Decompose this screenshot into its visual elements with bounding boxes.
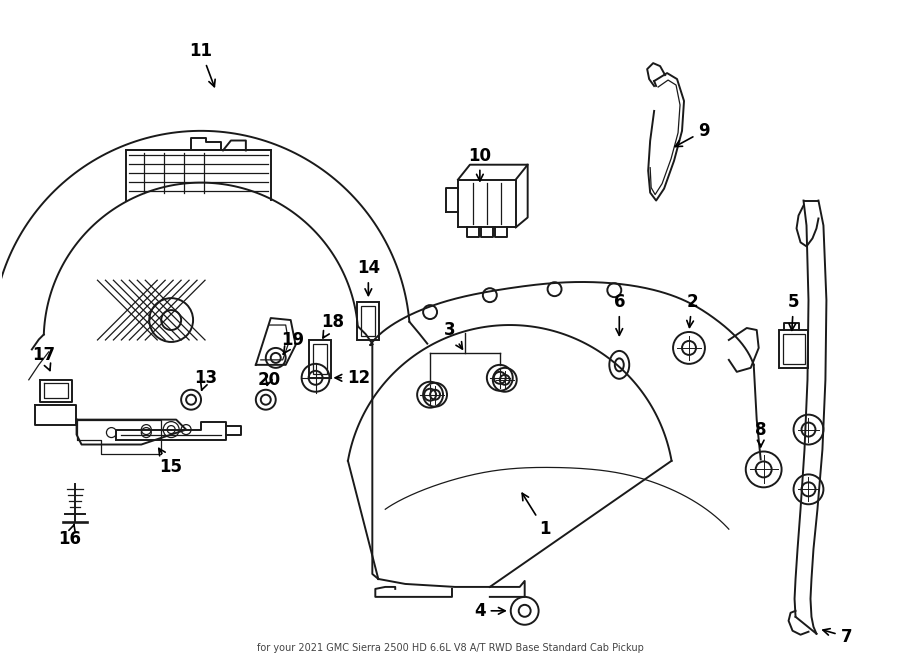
Text: 6: 6 bbox=[614, 293, 625, 336]
Text: 5: 5 bbox=[788, 293, 799, 330]
Text: 20: 20 bbox=[257, 371, 280, 389]
Text: 13: 13 bbox=[194, 369, 218, 390]
Text: 1: 1 bbox=[522, 493, 551, 538]
Text: 7: 7 bbox=[823, 628, 852, 645]
Text: 2: 2 bbox=[686, 293, 698, 328]
Text: 19: 19 bbox=[281, 331, 304, 354]
Text: 18: 18 bbox=[321, 313, 344, 338]
Text: 9: 9 bbox=[675, 122, 710, 146]
Text: 4: 4 bbox=[474, 602, 505, 620]
Text: 17: 17 bbox=[32, 346, 55, 371]
Text: for your 2021 GMC Sierra 2500 HD 6.6L V8 A/T RWD Base Standard Cab Pickup: for your 2021 GMC Sierra 2500 HD 6.6L V8… bbox=[256, 643, 644, 653]
Text: 16: 16 bbox=[58, 524, 81, 548]
Text: 14: 14 bbox=[356, 260, 380, 295]
Text: 10: 10 bbox=[468, 147, 491, 181]
Text: 15: 15 bbox=[158, 448, 183, 477]
Text: 3: 3 bbox=[445, 321, 463, 349]
Text: 8: 8 bbox=[755, 420, 767, 447]
Text: 12: 12 bbox=[335, 369, 370, 387]
Text: 11: 11 bbox=[190, 42, 215, 87]
